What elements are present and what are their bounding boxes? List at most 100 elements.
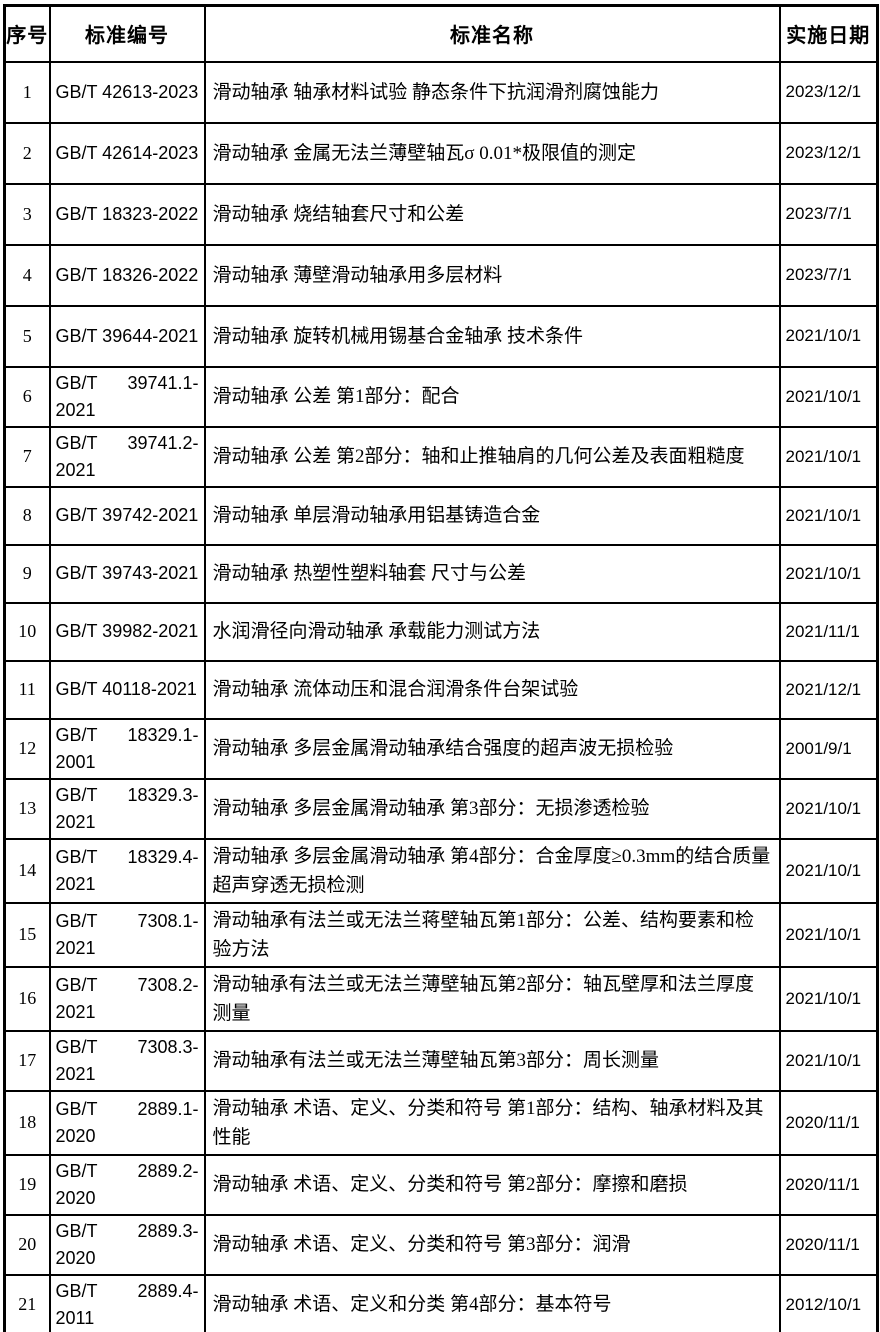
serial-number-cell: 14 [3,837,51,904]
standard-code-prefix: GB/T [55,1220,98,1241]
standard-code-cell: GB/T 18329.4- 2021 [48,837,206,904]
implementation-date-cell: 2021/10/1 [778,1029,879,1092]
standard-code-line1: GB/T 42613-2023 [56,79,199,106]
standard-code-line1: GB/T 39644-2021 [56,323,199,350]
header-implementation-date: 实施日期 [778,4,879,63]
standard-code-prefix: GB/T 42614-2023 [55,142,199,163]
standard-code-year: 2001 [55,751,96,772]
serial-number-cell: 10 [3,601,51,662]
standard-code-cell: GB/T 18326-2022 [48,243,206,307]
standard-name-cell: 滑动轴承 烧结轴套尺寸和公差 [203,182,781,246]
standard-code-number: 18329.4- [127,846,199,867]
table-row: 3 GB/T 18323-2022 滑动轴承 烧结轴套尺寸和公差 2023/7/… [3,182,879,246]
implementation-date-cell: 2023/7/1 [778,182,879,246]
standard-code-line1: GB/T 2889.3- [56,1218,199,1245]
table-row: 20 GB/T 2889.3- 2020 滑动轴承 术语、定义、分类和符号 第3… [3,1213,879,1276]
standard-name-cell: 滑动轴承 多层金属滑动轴承 第4部分：合金厚度≥0.3mm的结合质量超声穿透无损… [203,837,781,904]
standard-name-cell: 滑动轴承 单层滑动轴承用铝基铸造合金 [203,485,781,546]
standard-code-year: 2011 [55,1307,95,1328]
standard-name-cell: 滑动轴承 轴承材料试验 静态条件下抗润滑剂腐蚀能力 [203,60,781,124]
standard-code-prefix: GB/T [55,910,98,931]
standard-code-line1: GB/T 39742-2021 [56,502,199,529]
standard-code-cell: GB/T 18329.1- 2001 [48,717,206,780]
implementation-date-cell: 2020/11/1 [778,1153,879,1216]
serial-number-cell: 3 [3,182,51,246]
standard-code-number: 2889.3- [137,1220,199,1241]
implementation-date-cell: 2021/10/1 [778,777,879,840]
standard-code-line1: GB/T 18326-2022 [56,262,199,289]
serial-number-cell: 7 [3,425,51,488]
standard-code-cell: GB/T 2889.3- 2020 [48,1213,206,1276]
standard-name-cell: 滑动轴承 公差 第1部分：配合 [203,365,781,428]
implementation-date-cell: 2021/10/1 [778,485,879,546]
standard-code-number: 2889.1- [137,1098,199,1119]
implementation-date-cell: 2021/10/1 [778,365,879,428]
standards-table: 序号 标准编号 标准名称 实施日期 1 GB/T 42613-2023 滑动轴承… [3,4,879,1332]
table-row: 12 GB/T 18329.1- 2001 滑动轴承 多层金属滑动轴承结合强度的… [3,717,879,780]
standard-code-prefix: GB/T [55,846,98,867]
serial-number-cell: 20 [3,1213,51,1276]
table-row: 1 GB/T 42613-2023 滑动轴承 轴承材料试验 静态条件下抗润滑剂腐… [3,60,879,124]
standard-code-cell: GB/T 42613-2023 [48,60,206,124]
standard-code-cell: GB/T 39741.2- 2021 [48,425,206,488]
serial-number-cell: 5 [3,304,51,368]
table-row: 11 GB/T 40118-2021 滑动轴承 流体动压和混合润滑条件台架试验 … [3,659,879,720]
standard-name-cell: 滑动轴承有法兰或无法兰薄壁轴瓦第2部分：轴瓦壁厚和法兰厚度测量 [203,965,781,1032]
standard-code-year: 2021 [55,1001,96,1022]
standard-code-prefix: GB/T 39982-2021 [55,621,199,641]
standard-code-number: 7308.3- [137,1036,199,1057]
table-row: 4 GB/T 18326-2022 滑动轴承 薄壁滑动轴承用多层材料 2023/… [3,243,879,307]
standard-code-year: 2021 [55,399,96,420]
table-row: 10 GB/T 39982-2021 水润滑径向滑动轴承 承载能力测试方法 20… [3,601,879,662]
table-row: 17 GB/T 7308.3- 2021 滑动轴承有法兰或无法兰薄壁轴瓦第3部分… [3,1029,879,1092]
standard-code-cell: GB/T 39982-2021 [48,601,206,662]
standard-code-prefix: GB/T [55,372,98,393]
implementation-date-cell: 2021/11/1 [778,601,879,662]
table-row: 5 GB/T 39644-2021 滑动轴承 旋转机械用锡基合金轴承 技术条件 … [3,304,879,368]
standard-code-cell: GB/T 18329.3- 2021 [48,777,206,840]
standard-code-line1: GB/T 2889.2- [56,1158,199,1185]
serial-number-cell: 19 [3,1153,51,1216]
standard-name-cell: 滑动轴承 旋转机械用锡基合金轴承 技术条件 [203,304,781,368]
standard-code-year: 2021 [55,811,96,832]
implementation-date-cell: 2023/7/1 [778,243,879,307]
implementation-date-cell: 2021/10/1 [778,543,879,604]
serial-number-cell: 12 [3,717,51,780]
standard-code-number: 2889.2- [137,1160,199,1181]
implementation-date-cell: 2020/11/1 [778,1213,879,1276]
header-standard-code: 标准编号 [48,4,206,63]
implementation-date-cell: 2023/12/1 [778,121,879,185]
standard-name-cell: 滑动轴承 流体动压和混合润滑条件台架试验 [203,659,781,720]
standard-code-line1: GB/T 39741.1- [56,370,199,397]
implementation-date-cell: 2023/12/1 [778,60,879,124]
standard-code-cell: GB/T 39644-2021 [48,304,206,368]
standard-name-cell: 水润滑径向滑动轴承 承载能力测试方法 [203,601,781,662]
implementation-date-cell: 2012/10/1 [778,1273,879,1332]
table-row: 16 GB/T 7308.2- 2021 滑动轴承有法兰或无法兰薄壁轴瓦第2部分… [3,965,879,1032]
standard-code-prefix: GB/T 40118-2021 [55,679,197,699]
standard-code-year: 2021 [55,873,96,894]
standard-code-prefix: GB/T [55,1160,98,1181]
table-row: 21 GB/T 2889.4- 2011 滑动轴承 术语、定义和分类 第4部分：… [3,1273,879,1332]
standard-code-line1: GB/T 42614-2023 [56,140,199,167]
standard-code-prefix: GB/T 39743-2021 [55,563,199,583]
standard-code-line1: GB/T 7308.3- [56,1034,199,1061]
standard-code-prefix: GB/T [55,1098,98,1119]
standard-code-prefix: GB/T [55,724,98,745]
standard-code-cell: GB/T 42614-2023 [48,121,206,185]
standard-code-prefix: GB/T 18323-2022 [55,203,199,224]
table-row: 13 GB/T 18329.3- 2021 滑动轴承 多层金属滑动轴承 第3部分… [3,777,879,840]
standard-code-prefix: GB/T 42613-2023 [55,81,199,102]
standard-name-cell: 滑动轴承 薄壁滑动轴承用多层材料 [203,243,781,307]
standard-code-prefix: GB/T [55,784,98,805]
standard-code-prefix: GB/T 39644-2021 [55,325,199,346]
standard-code-line1: GB/T 18329.3- [56,782,199,809]
standard-code-line1: GB/T 2889.4- [56,1278,199,1305]
implementation-date-cell: 2021/10/1 [778,965,879,1032]
table-row: 8 GB/T 39742-2021 滑动轴承 单层滑动轴承用铝基铸造合金 202… [3,485,879,546]
standard-name-cell: 滑动轴承 热塑性塑料轴套 尺寸与公差 [203,543,781,604]
table-row: 6 GB/T 39741.1- 2021 滑动轴承 公差 第1部分：配合 202… [3,365,879,428]
standard-name-cell: 滑动轴承有法兰或无法兰薄壁轴瓦第3部分：周长测量 [203,1029,781,1092]
standard-code-number: 18329.3- [127,784,199,805]
